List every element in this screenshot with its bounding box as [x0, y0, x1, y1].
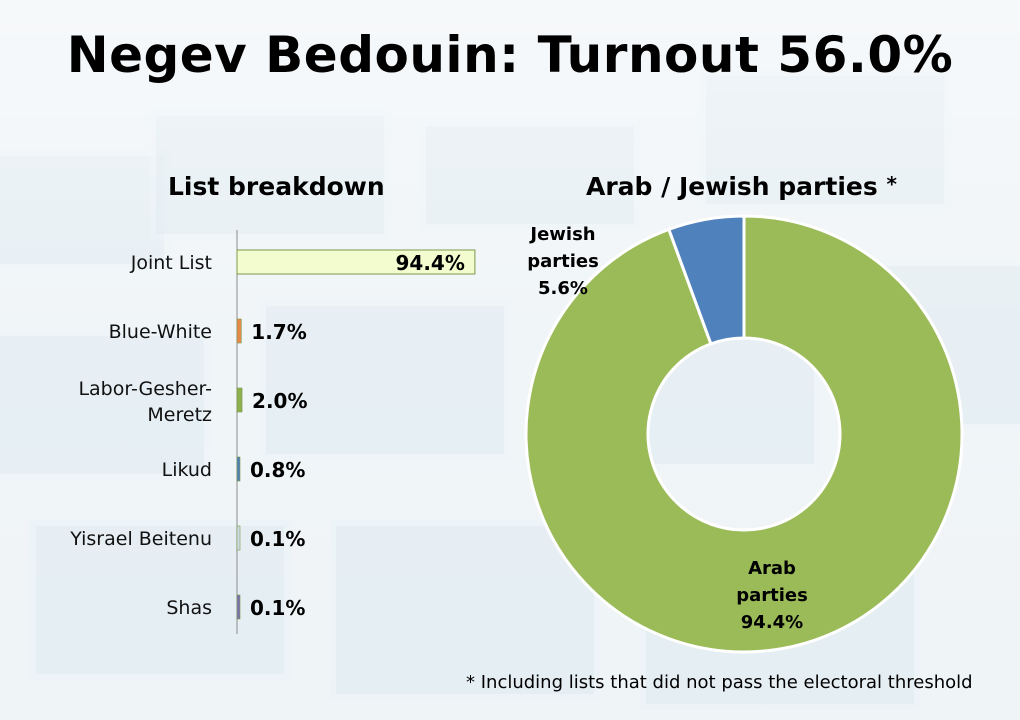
- bar-value-label: 0.1%: [250, 527, 305, 551]
- category-label: Labor-Gesher-Meretz: [78, 378, 212, 426]
- slice-label: Jewish parties 5.6%: [527, 224, 599, 299]
- bar-value-label: 2.0%: [252, 389, 307, 413]
- category-label: Shas: [166, 597, 212, 619]
- donut-slice: [524, 214, 964, 654]
- bar: [236, 387, 243, 413]
- category-label: Blue-White: [109, 321, 212, 343]
- category-label: Likud: [162, 459, 212, 481]
- bar-value-label: 0.1%: [250, 596, 305, 620]
- bar: [236, 318, 242, 344]
- donut-chart-title-text: Arab / Jewish parties: [586, 172, 878, 201]
- bar: [236, 594, 241, 620]
- slice-label: Arab parties 94.4%: [736, 558, 808, 633]
- donut-chart-title-mark: *: [886, 172, 897, 196]
- category-label: Joint List: [130, 252, 212, 274]
- bar: [236, 525, 241, 551]
- bar: [236, 456, 241, 482]
- page-title: Negev Bedouin: Turnout 56.0%: [66, 26, 954, 84]
- category-label: Yisrael Beitenu: [69, 528, 212, 550]
- donut-chart-title: Arab / Jewish parties *: [586, 172, 897, 201]
- bar-value-label: 0.8%: [250, 458, 305, 482]
- donut-slice: [666, 214, 746, 346]
- footnote: * Including lists that did not pass the …: [466, 672, 973, 693]
- bar: [236, 249, 476, 275]
- bar-value-label: 1.7%: [251, 320, 306, 344]
- bar-value-label: 94.4%: [395, 251, 464, 275]
- bar-chart-title: List breakdown: [168, 172, 385, 201]
